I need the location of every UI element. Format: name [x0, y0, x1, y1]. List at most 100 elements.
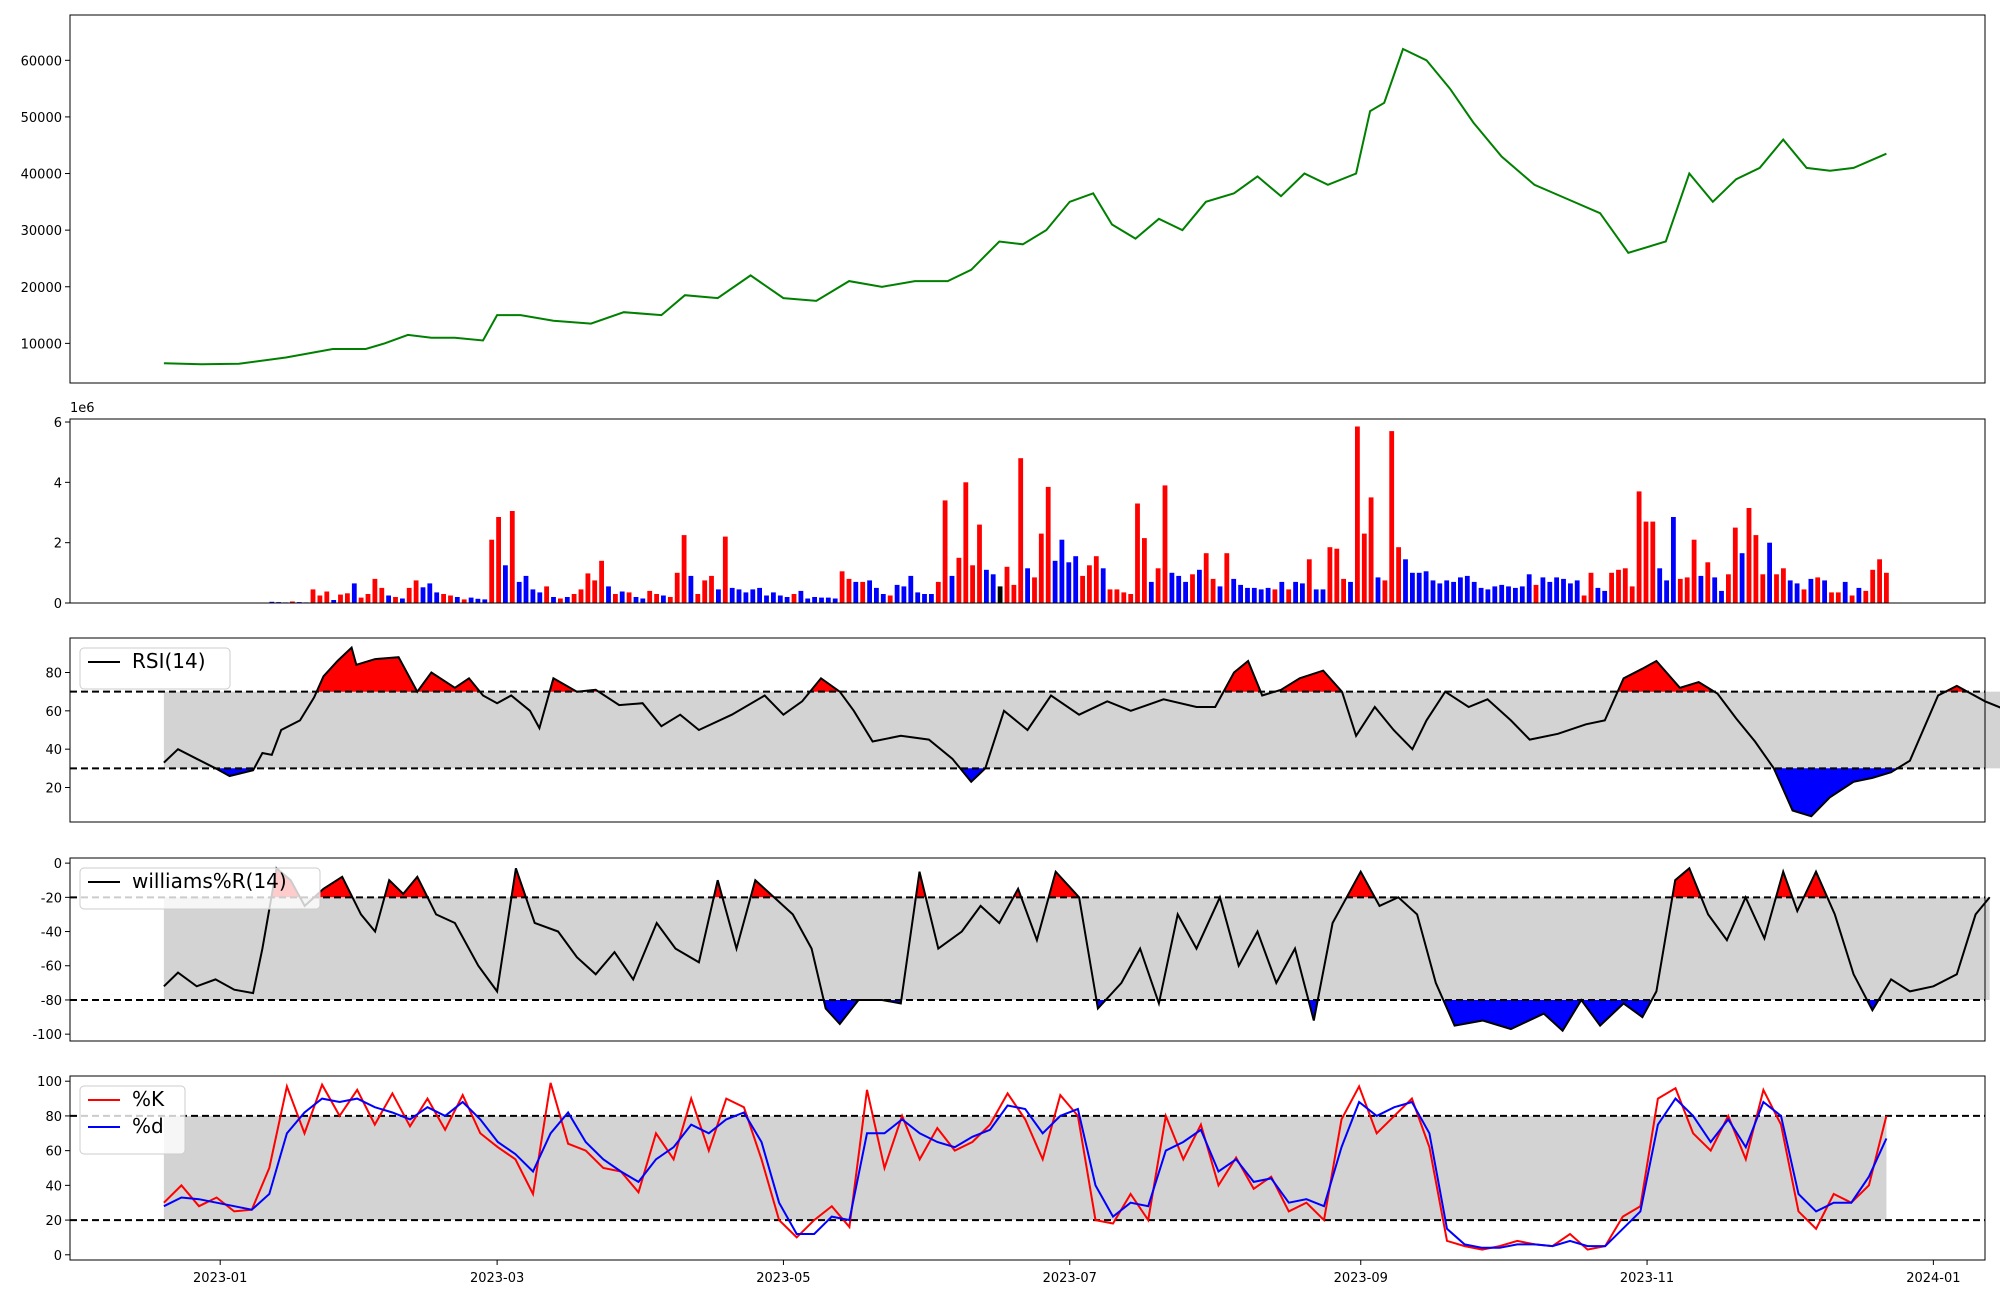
- volume-bar: [1602, 590, 1608, 603]
- volume-bar: [764, 595, 769, 603]
- volume-bar: [613, 594, 618, 603]
- volume-bar: [468, 597, 474, 603]
- volume-bar: [647, 590, 653, 603]
- stochastic-ytick-label-5: 100: [37, 1075, 62, 1090]
- volume-bar: [1403, 559, 1408, 603]
- volume-ytick-label-0: 0: [54, 597, 62, 612]
- volume-bar: [1183, 581, 1188, 603]
- volume-bar: [771, 592, 776, 603]
- volume-bar: [1451, 581, 1456, 603]
- volume-bar: [1581, 595, 1587, 603]
- volume-bar: [949, 575, 955, 603]
- volume-bar: [791, 594, 797, 603]
- volume-bar: [1300, 583, 1305, 603]
- volume-bar: [922, 594, 927, 603]
- volume-bar: [846, 578, 852, 603]
- volume-bar: [860, 581, 866, 603]
- volume-bar: [372, 578, 378, 603]
- volume-bar: [1272, 589, 1278, 603]
- volume-bar: [503, 565, 508, 603]
- volume-bar: [874, 587, 879, 603]
- volume-bar: [537, 592, 543, 603]
- stochastic-legend-label-0: %K: [132, 1087, 165, 1111]
- price-ytick-label-3: 40000: [21, 168, 62, 183]
- volume-bar: [571, 594, 577, 603]
- volume-bar: [1870, 569, 1876, 603]
- volume-bar: [1286, 589, 1292, 603]
- volume-bar: [1719, 590, 1724, 603]
- stochastic-axes-frame: [69, 1075, 1986, 1261]
- stochastic-ytick-label-0: 0: [54, 1249, 62, 1264]
- volume-bar: [743, 592, 749, 603]
- volume-bar: [338, 594, 343, 603]
- volume-bar: [564, 597, 570, 603]
- volume-bar: [1616, 569, 1621, 603]
- volume-bar: [1884, 572, 1889, 603]
- volume-bar: [441, 594, 446, 603]
- williams-line: [163, 866, 1991, 1033]
- volume-bar: [1849, 595, 1855, 603]
- volume-bar: [977, 524, 982, 603]
- stochastic-neutral-band: [163, 1115, 1887, 1221]
- rsi-ytick-label-2: 60: [45, 705, 62, 720]
- volume-bar: [963, 482, 969, 603]
- stochastic-ytick-label-3: 60: [45, 1145, 62, 1160]
- volume-bar: [1238, 584, 1243, 603]
- volume-bar: [406, 587, 412, 603]
- volume-axes-frame: [69, 418, 1986, 604]
- x-tick-label-0: 2023-01: [193, 1271, 247, 1286]
- volume-bar: [1059, 539, 1065, 603]
- volume-bar: [640, 598, 646, 603]
- volume-bar: [702, 580, 708, 603]
- volume-bar: [1705, 562, 1711, 603]
- x-tick-label-4: 2023-09: [1334, 1271, 1388, 1286]
- rsi-legend-box: [79, 647, 231, 690]
- price-axes-frame: [69, 14, 1986, 384]
- stochastic-legend-label-1: %d: [132, 1114, 164, 1138]
- volume-bar: [1478, 587, 1484, 603]
- volume-bar: [1794, 583, 1800, 603]
- volume-bar: [1197, 569, 1202, 603]
- volume-bar: [345, 593, 350, 603]
- volume-bar: [1162, 485, 1168, 603]
- volume-bar: [1293, 581, 1298, 603]
- volume-bar: [1148, 581, 1154, 603]
- volume-bar: [461, 599, 467, 603]
- x-tick-label-1: 2023-03: [470, 1271, 524, 1286]
- volume-bar: [880, 594, 886, 603]
- volume-bar: [626, 592, 632, 603]
- volume-bar: [1334, 548, 1340, 603]
- volume-bar: [331, 600, 337, 603]
- volume-bar: [1368, 497, 1374, 603]
- stochastic-line-d: [163, 1097, 1888, 1249]
- volume-bar: [867, 580, 872, 603]
- volume-bar: [722, 536, 728, 603]
- volume-bar: [1100, 568, 1106, 603]
- stochastic-legend-box: [79, 1085, 186, 1155]
- volume-bar: [1231, 578, 1237, 603]
- volume-bar: [1018, 458, 1024, 603]
- volume-bar: [1087, 565, 1092, 603]
- volume-bar: [1142, 538, 1147, 603]
- volume-bar: [310, 589, 316, 603]
- volume-bar: [1753, 535, 1759, 603]
- volume-bar: [805, 598, 811, 603]
- williams-legend-box: [79, 867, 321, 910]
- volume-bar: [317, 595, 323, 603]
- volume-bar: [1389, 431, 1395, 603]
- volume-offset-label: 1e6: [70, 401, 95, 416]
- price-ytick-label-2: 30000: [21, 224, 62, 239]
- volume-ytick-label-1: 2: [54, 537, 62, 552]
- volume-bar: [674, 572, 680, 603]
- price-line: [163, 47, 1887, 366]
- volume-bar: [1416, 572, 1422, 603]
- volume-bar: [908, 575, 914, 603]
- volume-bar: [1588, 572, 1594, 603]
- volume-bar: [448, 595, 453, 603]
- volume-bar: [358, 597, 364, 603]
- volume-bar: [1114, 589, 1120, 603]
- rsi-panel: 20 40 60 80 RSI(14): [45, 645, 2000, 818]
- volume-bar: [661, 595, 666, 603]
